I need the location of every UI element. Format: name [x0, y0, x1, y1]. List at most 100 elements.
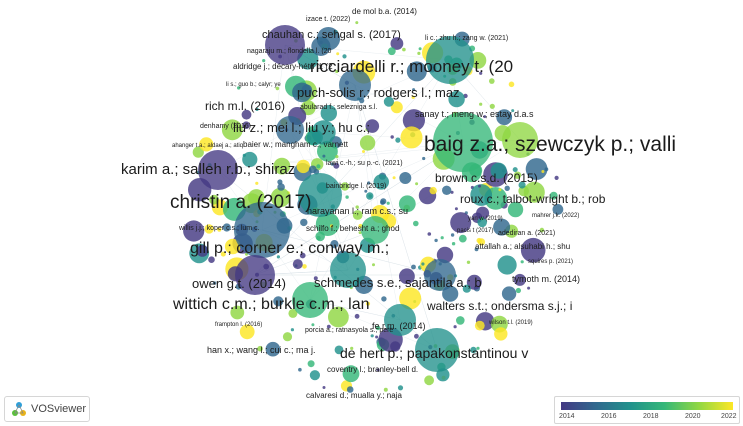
node-bubble[interactable] [234, 202, 290, 258]
node-label[interactable]: walters s.t.; ondersma s.j.; i [427, 299, 573, 313]
node-label[interactable]: sanay t.; meng w.; estay d.a.s [415, 109, 534, 119]
node-bubble[interactable] [402, 47, 406, 52]
node-bubble[interactable] [330, 252, 366, 288]
node-bubble[interactable] [362, 150, 365, 153]
node-bubble[interactable] [355, 21, 359, 25]
node-bubble[interactable] [276, 116, 304, 144]
node-bubble[interactable] [504, 185, 510, 191]
node-bubble[interactable] [426, 36, 474, 84]
node-bubble[interactable] [198, 150, 238, 190]
node-bubble[interactable] [239, 324, 255, 340]
node-bubble[interactable] [313, 276, 318, 281]
node-bubble[interactable] [241, 109, 252, 120]
node-label[interactable]: baig z.a.; szewczyk p.; valli [424, 133, 677, 156]
node-bubble[interactable] [552, 204, 564, 215]
node-label[interactable]: nagaraju m.; flondella l. (20 [247, 48, 332, 55]
node-bubble[interactable] [361, 216, 389, 244]
node-bubble[interactable] [209, 194, 219, 205]
node-bubble[interactable] [367, 181, 371, 185]
node-bubble[interactable] [247, 189, 265, 206]
node-bubble[interactable] [442, 185, 452, 195]
node-bubble[interactable] [406, 61, 427, 82]
node-bubble[interactable] [384, 304, 416, 336]
node-bubble[interactable] [222, 223, 231, 232]
node-bubble[interactable] [476, 346, 480, 350]
node-bubble[interactable] [346, 386, 354, 393]
node-bubble[interactable] [470, 346, 477, 354]
node-bubble[interactable] [417, 51, 421, 56]
node-bubble[interactable] [421, 262, 425, 266]
node-label[interactable]: denhamy (2016) [200, 123, 251, 130]
node-bubble[interactable] [508, 81, 515, 88]
node-label[interactable]: han x.; wang l.; cui c.; ma j. [207, 345, 316, 355]
node-bubble[interactable] [292, 282, 328, 318]
node-bubble[interactable] [359, 135, 376, 151]
node-label[interactable]: willis j.j.; koper c.s.; lum c. [179, 225, 260, 232]
node-bubble[interactable] [434, 238, 438, 243]
node-bubble[interactable] [307, 360, 315, 368]
node-bubble[interactable] [354, 313, 360, 319]
node-bubble[interactable] [336, 52, 340, 56]
node-bubble[interactable] [520, 260, 524, 264]
node-label[interactable]: tymoth m. (2014) [512, 274, 581, 284]
node-bubble[interactable] [498, 188, 502, 192]
node-bubble[interactable] [474, 320, 485, 331]
node-bubble[interactable] [390, 135, 394, 139]
node-bubble[interactable] [322, 154, 326, 158]
node-bubble[interactable] [350, 346, 354, 350]
node-bubble[interactable] [515, 287, 522, 294]
node-bubble[interactable] [462, 284, 471, 293]
node-bubble[interactable] [217, 227, 222, 232]
node-bubble[interactable] [415, 328, 459, 372]
node-bubble[interactable] [398, 195, 416, 213]
node-bubble[interactable] [196, 245, 209, 257]
node-bubble[interactable] [330, 240, 339, 249]
node-bubble[interactable] [370, 334, 374, 338]
node-bubble[interactable] [511, 109, 515, 113]
node-label[interactable]: izace t. (2022) [306, 16, 351, 23]
node-bubble[interactable] [496, 109, 513, 126]
node-label[interactable]: brown c.s.d. (2015) [435, 171, 538, 185]
node-bubble[interactable] [429, 186, 437, 195]
node-label[interactable]: schilfo f.; behesht a.; ghod [306, 224, 400, 233]
node-bubble[interactable] [340, 182, 350, 191]
node-bubble[interactable] [342, 365, 360, 383]
node-bubble[interactable] [399, 172, 412, 184]
node-bubble[interactable] [366, 192, 374, 200]
node-bubble[interactable] [322, 386, 326, 389]
node-bubble[interactable] [335, 69, 339, 74]
node-bubble[interactable] [311, 36, 331, 57]
node-bubble[interactable] [483, 115, 487, 119]
node-bubble[interactable] [466, 260, 471, 264]
node-bubble[interactable] [390, 101, 403, 114]
node-bubble[interactable] [300, 218, 308, 227]
node-bubble[interactable] [554, 175, 559, 180]
node-bubble[interactable] [192, 146, 204, 158]
node-bubble[interactable] [375, 325, 381, 331]
node-bubble[interactable] [288, 308, 298, 318]
node-bubble[interactable] [513, 171, 522, 179]
node-bubble[interactable] [450, 212, 472, 234]
node-bubble[interactable] [479, 71, 483, 75]
node-bubble[interactable] [282, 332, 293, 342]
node-label[interactable]: baier w.; mangham c.; varnett [243, 140, 348, 149]
node-bubble[interactable] [414, 333, 419, 339]
node-bubble[interactable] [317, 140, 338, 162]
node-bubble[interactable] [255, 181, 259, 185]
node-bubble[interactable] [262, 59, 266, 63]
node-label[interactable]: wittich c.m.; burkle c.m.; lan [173, 296, 370, 313]
node-bubble[interactable] [301, 84, 313, 96]
node-label[interactable]: porcia a.; ratnasyola s.; pere [305, 327, 394, 334]
node-label[interactable]: narayanan l.; ram c.s.; su [307, 206, 409, 216]
node-bubble[interactable] [277, 183, 285, 191]
node-label[interactable]: abularad f.; selezniga s.l. [300, 104, 378, 111]
node-label[interactable]: christin a. (2017) [170, 192, 312, 213]
node-label[interactable]: liu z.; mei l.; liu y.; hu c.; [233, 120, 371, 135]
node-bubble[interactable] [502, 122, 538, 158]
node-bubble[interactable] [387, 47, 396, 56]
node-label[interactable]: li c.; zhu h.; zang w. (2021) [425, 35, 509, 42]
node-label[interactable]: karim a.; salleh r.b.; shiraz [121, 161, 296, 178]
node-bubble[interactable] [479, 102, 483, 106]
node-bubble[interactable] [265, 341, 281, 357]
